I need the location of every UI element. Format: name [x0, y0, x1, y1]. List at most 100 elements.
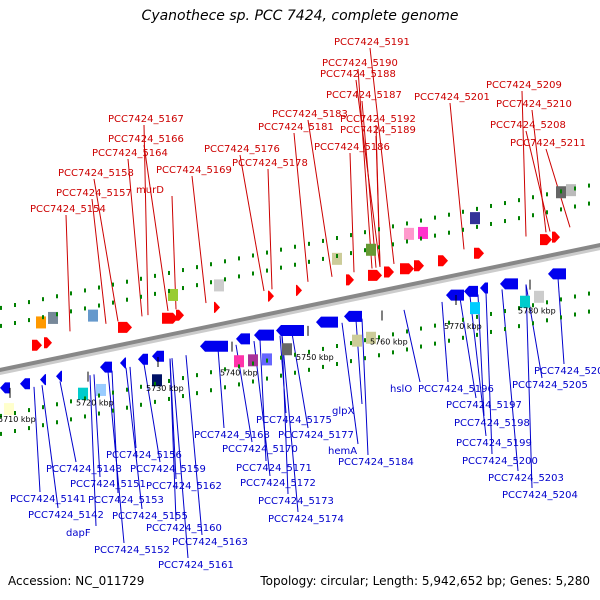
- reverse-gene-label: PCC7424_5177: [278, 430, 354, 441]
- forward-gene-label: PCC7424_5157: [56, 188, 132, 199]
- reverse-gene: [20, 378, 30, 390]
- guide-dot-2: [336, 344, 338, 349]
- feature-box: [366, 331, 376, 344]
- guide-dot-1: [196, 283, 198, 288]
- guide-dot-3: [84, 414, 86, 419]
- guide-dot-3: [112, 408, 114, 413]
- guide-dot-3: [378, 353, 380, 358]
- guide-dot-0: [280, 247, 282, 252]
- guide-dot-0: [28, 300, 30, 305]
- reverse-gene-label: PCC7424_5155: [112, 511, 188, 522]
- forward-gene-label: PCC7424_5181: [258, 122, 334, 133]
- forward-gene: [540, 234, 552, 246]
- guide-dot-0: [42, 297, 44, 302]
- guide-dot-3: [518, 324, 520, 329]
- forward-gene: [176, 309, 184, 321]
- forward-gene: [552, 231, 560, 243]
- guide-dot-3: [532, 321, 534, 326]
- leader-line: [93, 374, 101, 478]
- forward-gene-label: PCC7424_5176: [204, 144, 280, 155]
- reverse-gene: [316, 316, 338, 328]
- guide-dot-3: [280, 373, 282, 378]
- guide-dot-3: [476, 332, 478, 337]
- feature-box: [96, 383, 106, 396]
- guide-dot-0: [322, 238, 324, 243]
- guide-dot-3: [42, 423, 44, 428]
- forward-gene: [438, 255, 448, 267]
- reverse-gene: [254, 329, 274, 341]
- leader-line: [531, 109, 547, 233]
- guide-dot-1: [294, 262, 296, 267]
- forward-gene: [118, 321, 132, 333]
- guide-dot-2: [406, 329, 408, 334]
- guide-dot-0: [308, 241, 310, 246]
- guide-dot-1: [378, 245, 380, 250]
- leader-line: [293, 132, 309, 282]
- guide-dot-2: [350, 341, 352, 346]
- leader-line: [477, 294, 485, 417]
- guide-dot-3: [168, 396, 170, 401]
- feature-box: [36, 316, 46, 329]
- guide-dot-3: [70, 417, 72, 422]
- map-title: Cyanothece sp. PCC 7424, complete genome: [141, 8, 459, 24]
- guide-dot-2: [112, 390, 114, 395]
- forward-gene-label: PCC7424_5210: [496, 99, 572, 110]
- feature-box: [366, 243, 376, 256]
- guide-dot-1: [560, 207, 562, 212]
- guide-dot-0: [238, 256, 240, 261]
- guide-dot-0: [462, 209, 464, 214]
- leader-line: [127, 158, 143, 317]
- forward-gene: [474, 247, 484, 259]
- guide-dot-2: [238, 364, 240, 369]
- guide-dot-1: [154, 291, 156, 296]
- guide-dot-3: [126, 405, 128, 410]
- guide-dot-3: [434, 341, 436, 346]
- feature-box: [168, 288, 178, 301]
- guide-dot-0: [364, 230, 366, 235]
- reverse-gene-label: glpX: [332, 406, 354, 417]
- guide-dot-2: [364, 338, 366, 343]
- leader-line: [191, 175, 207, 304]
- reverse-gene: [480, 282, 488, 294]
- forward-gene: [346, 274, 354, 286]
- leader-line: [459, 298, 477, 399]
- tick-label: 5730 kbp: [146, 384, 184, 393]
- guide-dot-3: [182, 394, 184, 399]
- guide-dot-3: [588, 309, 590, 314]
- guide-dot-1: [28, 318, 30, 323]
- guide-dot-3: [252, 379, 254, 384]
- guide-dot-0: [420, 218, 422, 223]
- guide-dot-3: [504, 327, 506, 332]
- feature-box: [332, 252, 342, 265]
- guide-dot-1: [182, 286, 184, 291]
- reverse-gene-label: PCC7424_5198: [454, 418, 530, 429]
- guide-dot-2: [140, 384, 142, 389]
- reverse-gene: [344, 310, 362, 322]
- guide-dot-1: [112, 300, 114, 305]
- guide-dot-2: [420, 326, 422, 331]
- feature-box: [470, 302, 480, 315]
- reverse-gene: [236, 333, 250, 345]
- reverse-gene-label: PCC7424_5163: [172, 537, 248, 548]
- guide-dot-2: [56, 402, 58, 407]
- guide-dot-3: [294, 370, 296, 375]
- guide-dot-2: [224, 367, 226, 372]
- guide-dot-0: [252, 253, 254, 258]
- guide-dot-1: [84, 306, 86, 311]
- reverse-gene: [200, 340, 228, 352]
- guide-dot-1: [70, 309, 72, 314]
- tick-label: 5720 kbp: [76, 399, 114, 408]
- guide-dot-1: [364, 248, 366, 253]
- leader-line: [93, 178, 119, 322]
- leader-line: [521, 90, 527, 237]
- guide-dot-3: [336, 362, 338, 367]
- forward-gene: [32, 339, 42, 351]
- backbone-line: [0, 243, 600, 372]
- guide-dot-1: [476, 224, 478, 229]
- leader-lines: [33, 47, 571, 559]
- guide-dot-3: [308, 367, 310, 372]
- guide-dot-1: [392, 242, 394, 247]
- guide-dot-3: [238, 382, 240, 387]
- guide-dot-3: [462, 335, 464, 340]
